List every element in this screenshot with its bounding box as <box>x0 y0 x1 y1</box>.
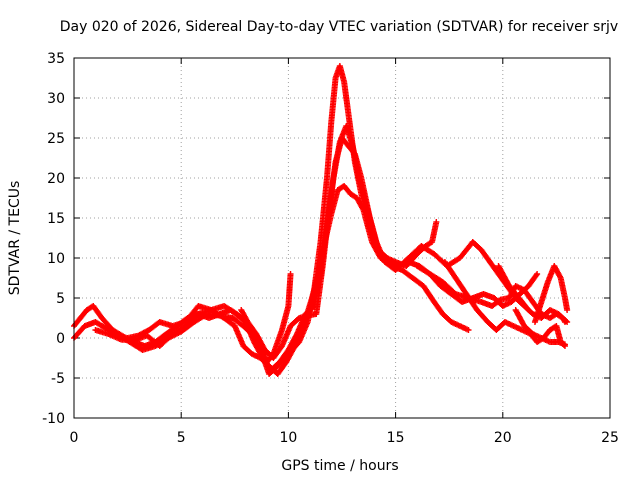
y-tick-label: 35 <box>47 51 65 67</box>
series-track-i <box>512 307 568 348</box>
x-tick-label: 10 <box>279 430 297 446</box>
x-tick-label: 5 <box>177 430 186 446</box>
data-point <box>564 319 571 325</box>
x-tick-label: 20 <box>494 430 512 446</box>
data-point <box>563 318 570 324</box>
data-point <box>561 341 568 348</box>
y-tick-label: 20 <box>47 171 65 187</box>
data-point <box>287 271 294 277</box>
chart-title: Day 020 of 2026, Sidereal Day-to-day VTE… <box>60 19 618 35</box>
data-point <box>533 272 540 279</box>
data-point <box>525 307 532 313</box>
data-point <box>524 305 531 312</box>
y-tick-label: 30 <box>47 91 65 107</box>
y-tick-label: 5 <box>56 291 65 307</box>
data-point <box>534 271 541 277</box>
y-tick-label: -10 <box>42 411 65 427</box>
data-point <box>465 327 472 333</box>
grid-lines <box>74 58 610 418</box>
x-axis-label: GPS time / hours <box>281 458 398 474</box>
data-series <box>71 63 571 377</box>
data-point <box>433 219 440 225</box>
data-point <box>564 307 571 313</box>
y-tick-label: 0 <box>56 331 65 347</box>
plot-frame <box>73 57 611 419</box>
y-tick-label: 25 <box>47 131 65 147</box>
y-tick-label: 10 <box>47 251 65 267</box>
y-axis-label: SDTVAR / TECUs <box>7 181 23 296</box>
x-tick-label: 0 <box>70 430 79 446</box>
series-track-j <box>531 263 571 325</box>
y-tick-label: 15 <box>47 211 65 227</box>
y-tick-label: -5 <box>51 371 65 387</box>
x-tick-label: 25 <box>601 430 619 446</box>
axis-ticks: 0 5 10 15 20 25 -10 -5 0 5 10 15 20 25 30 35 <box>42 51 619 446</box>
x-tick-label: 15 <box>387 430 405 446</box>
series-track-k <box>495 263 532 313</box>
series-track-d <box>124 183 472 377</box>
